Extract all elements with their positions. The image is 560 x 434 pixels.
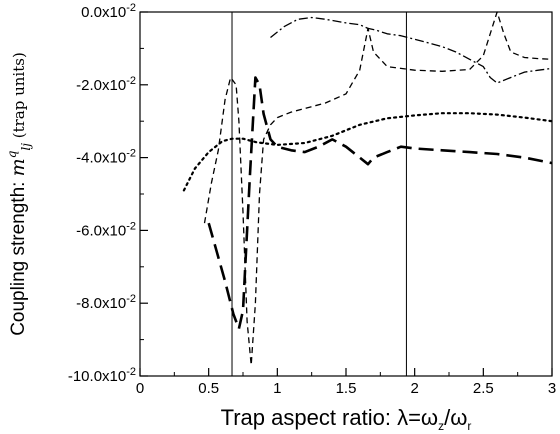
x-tick-label: 2.5 [473,380,494,397]
plot-frame [139,11,553,377]
series-dotted-line [182,112,554,192]
x-tick-label: 1 [273,380,281,397]
x-tick-label: 1.5 [336,380,357,397]
y-tick-label: -10.0x10-2 [68,366,136,385]
x-tick-label: 0 [136,380,144,397]
series-long-dash-line [207,76,553,331]
y-tick-label: -8.0x10-2 [76,293,136,312]
x-tick-label: 2 [410,380,418,397]
series-short-dash-line [203,11,553,366]
y-tick-label: 0.0x10-2 [81,2,136,21]
y-axis-title: Coupling strength: mqlj (trap units) [5,52,33,336]
x-tick-label: 3 [548,380,556,397]
y-tick-label: -6.0x10-2 [76,220,136,239]
x-axis-title: Trap aspect ratio: λ=ωz/ωr [221,405,472,433]
series-dash-dot-line [270,16,553,84]
y-tick-label: -4.0x10-2 [76,148,136,167]
x-tick-label: 0.5 [198,380,219,397]
y-tick-label: -2.0x10-2 [76,75,136,94]
